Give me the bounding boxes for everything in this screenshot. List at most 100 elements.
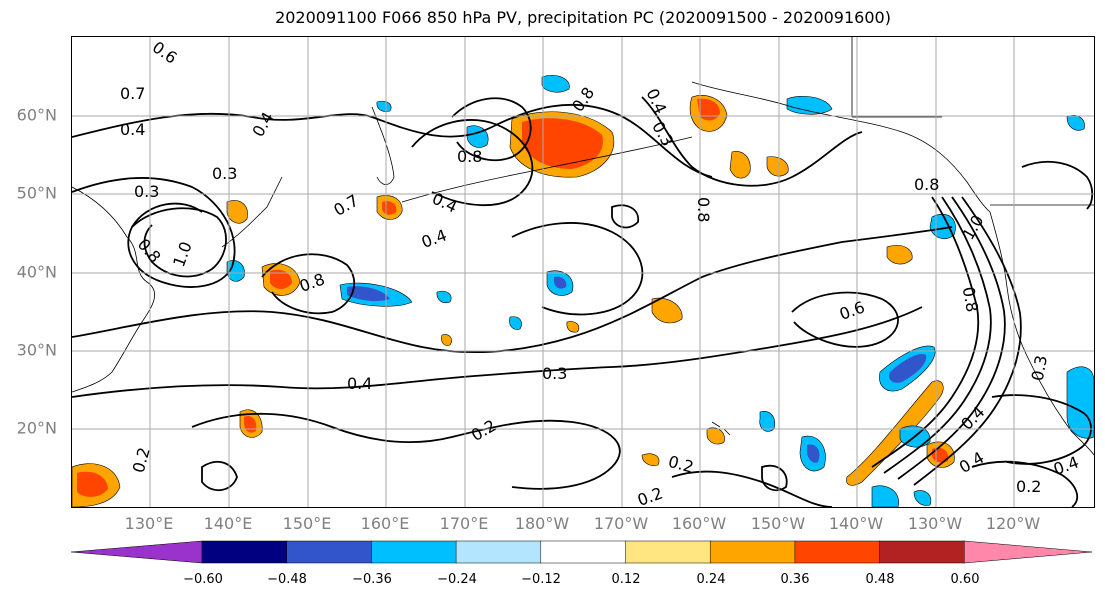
pv-contour: [261, 253, 356, 315]
colorbar-segment: [70, 540, 203, 564]
colorbar-segment: [371, 540, 457, 564]
lat-label-30n: 30°N: [16, 340, 57, 360]
pv-contour: [72, 177, 236, 288]
precip-negative-area: [466, 125, 489, 148]
precip-negative-area: [759, 411, 775, 432]
lon-label-120w: 120°W: [985, 514, 1041, 533]
lat-label-20n: 20°N: [16, 418, 57, 438]
precip-positive-area: [886, 245, 913, 265]
pv-contours: [72, 96, 1094, 507]
precip-positive-area: [651, 297, 683, 324]
colorbar-segment: [879, 540, 966, 564]
precip-positive-core: [244, 415, 257, 433]
precip-negative-area: [376, 100, 392, 112]
pv-contour: [641, 96, 863, 187]
map-frame: 0.6 0.7 0.4 0.3 0.3 0.8 1.0 0.8 0.4 0.7 …: [71, 36, 1095, 508]
colorbar-tick: 0.12: [611, 572, 641, 587]
contour-label: 0.6: [149, 37, 181, 67]
contour-label: 0.4: [956, 448, 988, 477]
graticule: [72, 37, 1094, 507]
contour-label: 0.4: [1051, 452, 1081, 479]
coastline-canada-border: [851, 37, 942, 118]
coastline-kamchatka: [371, 106, 395, 185]
precip-negative-area: [871, 485, 899, 507]
colorbar-segment: [794, 540, 881, 564]
precip-positive-area: [441, 334, 452, 346]
colorbar-segment: [201, 540, 288, 564]
colorbar-segment: [286, 540, 373, 564]
precip-positive-core: [522, 118, 603, 169]
precip-positive-area: [706, 427, 725, 445]
map-title: 2020091100 F066 850 hPa PV, precipitatio…: [275, 8, 891, 27]
lon-label-170w: 170°W: [593, 514, 649, 533]
contour-label: 0.4: [120, 120, 145, 139]
colorbar-tick: 0.48: [865, 572, 895, 587]
lon-label-160w: 160°W: [671, 514, 727, 533]
contour-label: 0.8: [134, 235, 165, 267]
contour-label: 0.3: [212, 164, 237, 183]
contour-label: 0.3: [648, 118, 677, 150]
precip-negative-area: [509, 316, 522, 330]
contour-label: 0.2: [666, 452, 696, 477]
pv-contour: [991, 394, 1092, 465]
pv-contour: [871, 196, 980, 468]
precip-negative-core: [554, 276, 567, 289]
pv-contour: [1021, 160, 1094, 210]
colorbar-tick: −0.36: [352, 572, 392, 587]
pv-contour: [511, 222, 644, 316]
pv-contour: [131, 207, 227, 278]
contour-label: 0.2: [468, 416, 500, 445]
precip-negative-area: [786, 96, 833, 115]
lon-label-180w: 180°W: [514, 514, 570, 533]
colorbar-segment: [625, 540, 711, 564]
pv-contour: [72, 226, 953, 354]
precip-shading: [72, 75, 1094, 507]
pv-contour: [971, 460, 1079, 507]
pv-contour: [451, 97, 532, 161]
contour-label: 0.6: [837, 297, 867, 324]
lon-label-130w: 130°W: [907, 514, 963, 533]
coastline-aleutians: [401, 136, 693, 203]
contour-label: 0.4: [248, 109, 277, 141]
lat-label-40n: 40°N: [16, 262, 57, 282]
contour-label: 0.3: [542, 364, 567, 383]
pv-contour: [913, 196, 1022, 486]
lat-label-60n: 60°N: [16, 105, 57, 125]
lat-label-50n: 50°N: [16, 183, 57, 203]
colorbar-segment: [540, 540, 627, 564]
precip-negative-core: [347, 286, 390, 302]
contour-label: 0.7: [330, 191, 362, 220]
contour-label: 1.0: [958, 212, 987, 244]
contour-label: 0.2: [1016, 477, 1041, 496]
colorbar-tick: −0.60: [183, 572, 223, 587]
precip-negative-core: [889, 353, 927, 383]
colorbar-tick: 0.60: [950, 572, 980, 587]
map-canvas: 0.6 0.7 0.4 0.3 0.3 0.8 1.0 0.8 0.4 0.7 …: [72, 37, 1094, 507]
colorbar-tick: 0.36: [780, 572, 810, 587]
colorbar-segment: [964, 540, 1093, 564]
contour-label: 0.8: [694, 197, 713, 222]
pv-contour: [883, 196, 992, 474]
contour-label: 0.3: [134, 182, 159, 201]
coastlines: [72, 37, 1094, 456]
colorbar-segment: [455, 540, 542, 564]
pv-contour: [671, 470, 833, 507]
pv-contour: [611, 204, 639, 229]
contour-label: 0.4: [347, 374, 372, 393]
lon-label-150e: 150°E: [282, 514, 332, 533]
lon-label-160e: 160°E: [360, 514, 410, 533]
colorbar-tick: −0.12: [521, 572, 561, 587]
lon-label-150w: 150°W: [750, 514, 806, 533]
precip-positive-area: [566, 321, 580, 333]
precip-negative-area: [226, 260, 245, 282]
precip-positive-core: [270, 269, 292, 289]
contour-label: 0.8: [457, 147, 482, 166]
coastline-japan: [221, 176, 283, 248]
contour-label: 0.8: [914, 175, 939, 194]
precip-positive-area: [766, 156, 789, 177]
pv-contour: [191, 412, 621, 490]
precip-negative-area: [913, 490, 932, 506]
lon-label-170e: 170°E: [439, 514, 489, 533]
contour-label: 0.4: [642, 86, 670, 117]
precip-positive-area: [226, 200, 248, 224]
